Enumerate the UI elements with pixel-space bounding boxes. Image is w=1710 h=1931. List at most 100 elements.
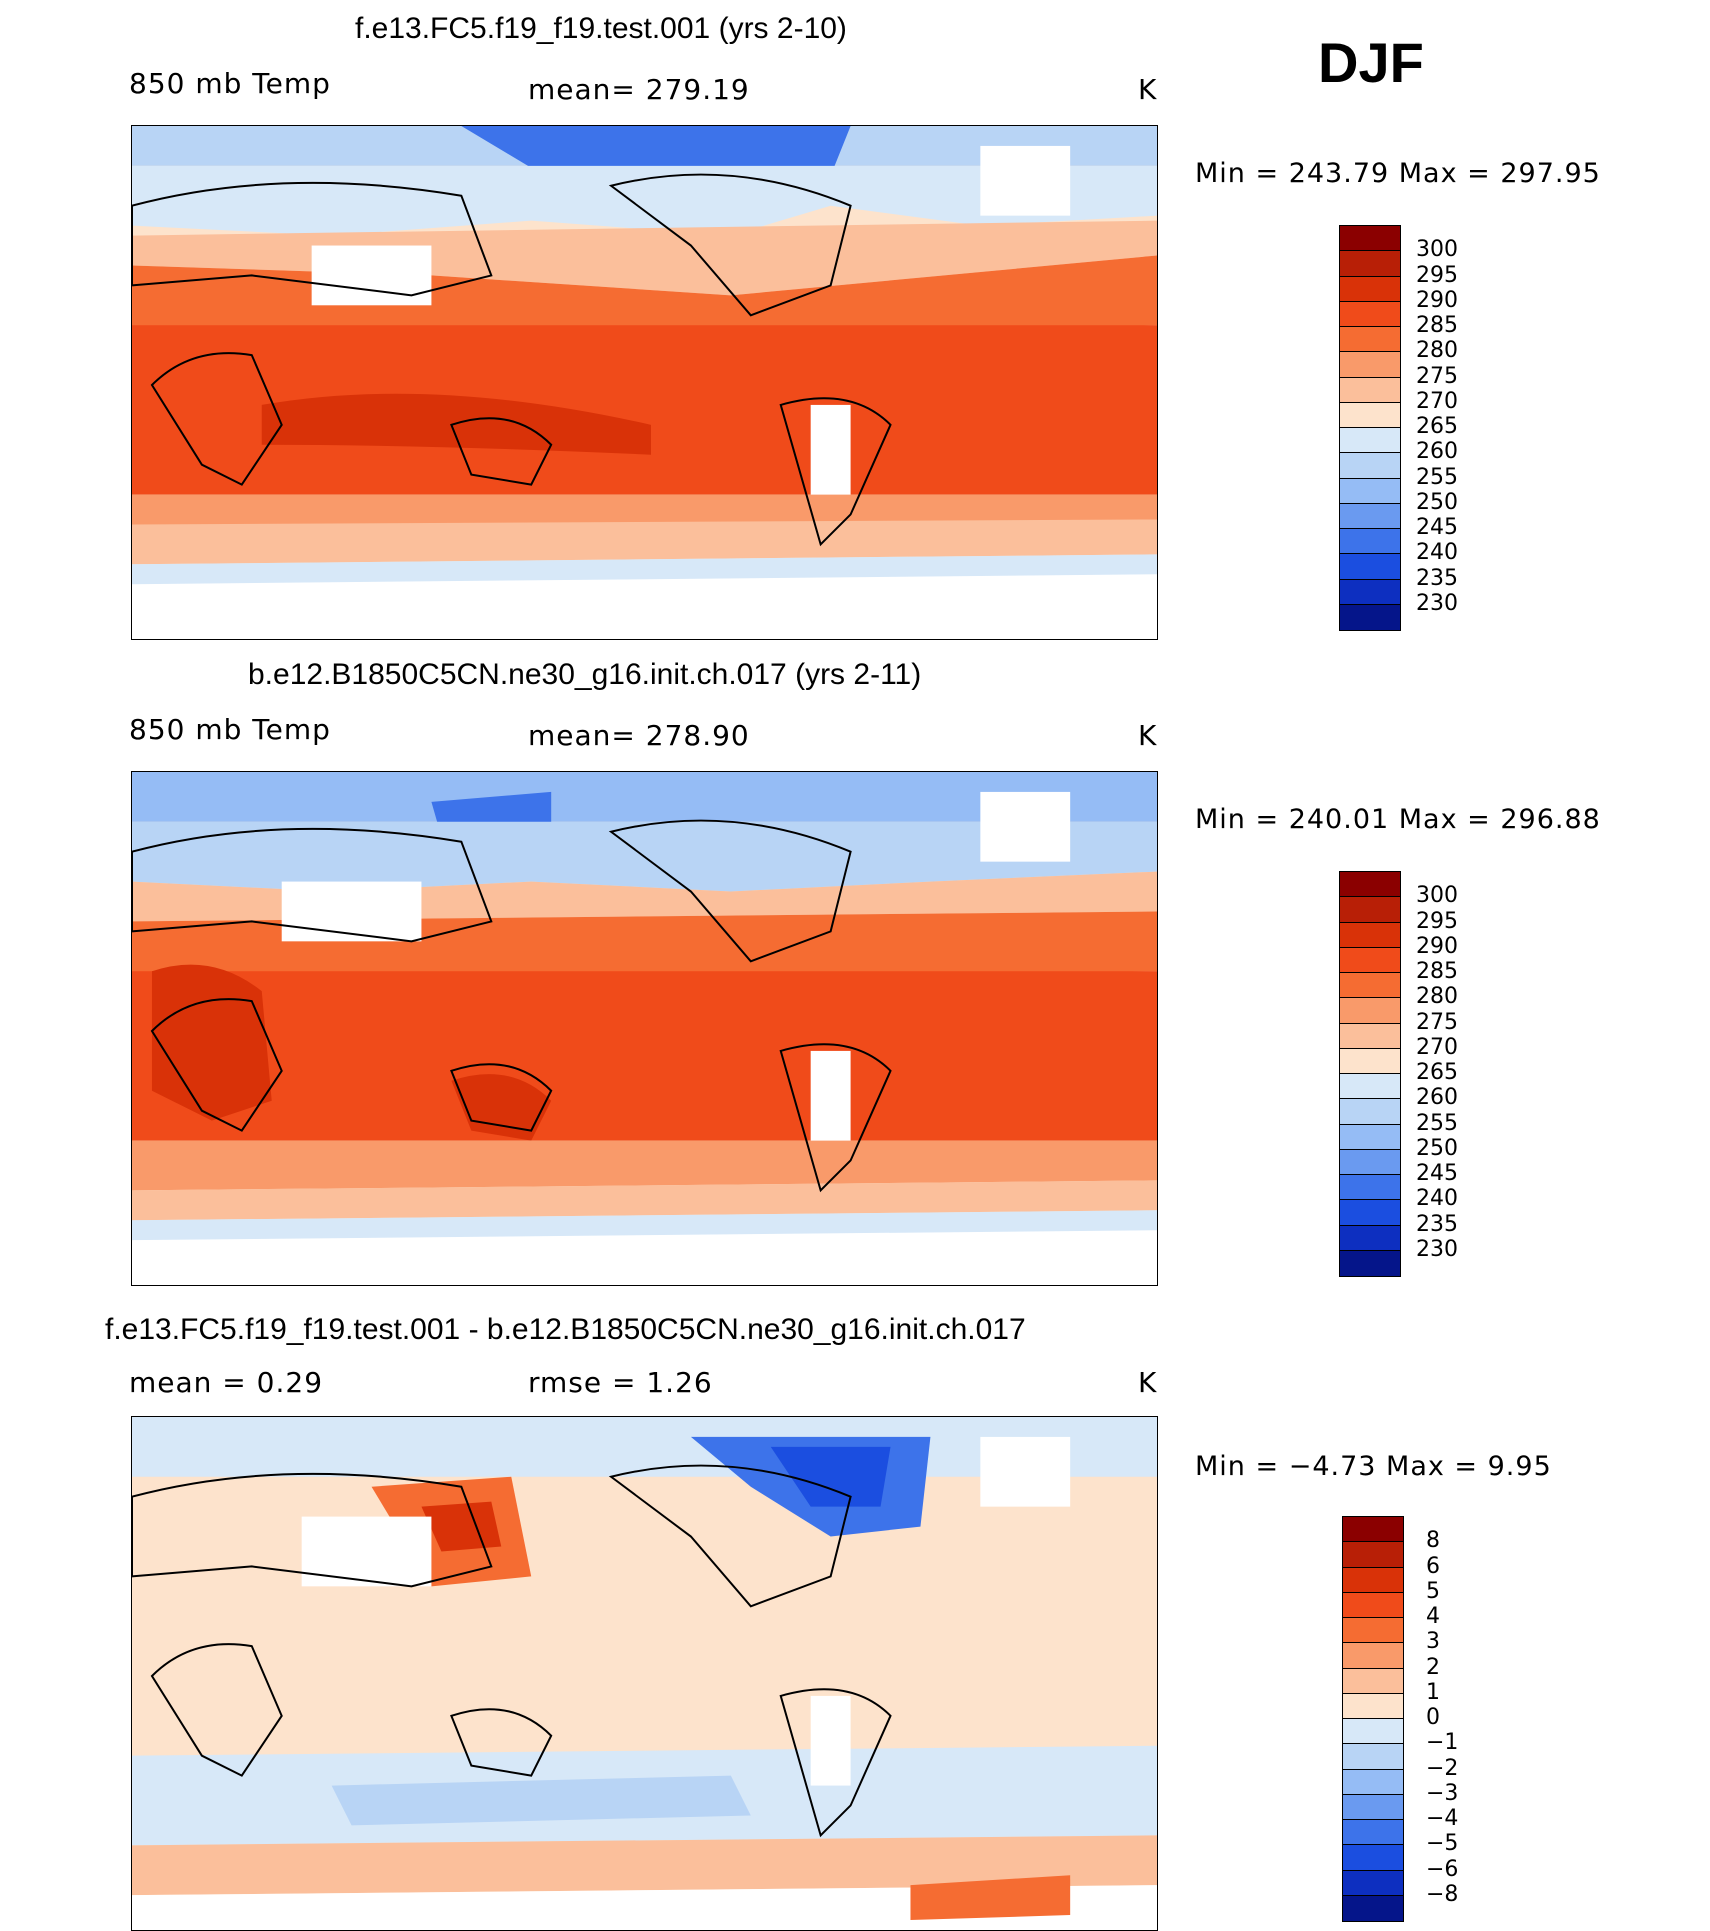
colorbar-tick-label: −3	[1426, 1780, 1459, 1806]
panel3-rmse-label: rmse = 1.26	[528, 1366, 713, 1399]
colorbar-swatch	[1340, 327, 1400, 353]
colorbar-tick-label: 300	[1416, 237, 1458, 263]
colorbar-swatch	[1340, 922, 1400, 948]
colorbar-swatch	[1340, 276, 1400, 302]
colorbar-tick-label: 250	[1416, 1135, 1458, 1161]
colorbar-swatch	[1340, 947, 1400, 973]
colorbar-tick-label: 240	[1416, 540, 1458, 566]
colorbar-swatch	[1340, 973, 1400, 999]
colorbar-tick-label: 3	[1426, 1629, 1440, 1655]
colorbar-swatch	[1343, 1567, 1403, 1593]
colorbar-swatch	[1340, 1074, 1400, 1100]
panel1-title: f.e13.FC5.f19_f19.test.001 (yrs 2-10)	[355, 12, 847, 45]
colorbar-tick-label: 270	[1416, 1034, 1458, 1060]
colorbar-tick-label: 4	[1426, 1604, 1440, 1629]
colorbar-tick-label: 2	[1426, 1654, 1440, 1680]
colorbar-tick-label: 260	[1416, 1085, 1458, 1111]
colorbar-tick-label: 245	[1416, 515, 1458, 540]
colorbar-swatch	[1340, 226, 1400, 252]
north-america-coastline	[608, 819, 852, 963]
south-america-coastline	[779, 1043, 892, 1193]
colorbar-swatch	[1340, 352, 1400, 378]
colorbar-swatch	[1340, 1225, 1400, 1251]
africa-coastline	[150, 352, 283, 486]
colorbar-swatch	[1340, 428, 1400, 454]
colorbar-tick-label: −6	[1426, 1856, 1459, 1882]
colorbar-swatch	[1340, 1048, 1400, 1074]
colorbar-swatch	[1340, 402, 1400, 428]
colorbar-tick-label: 255	[1416, 464, 1458, 490]
south-america-coastline	[779, 397, 892, 547]
colorbar-swatch	[1343, 1693, 1403, 1719]
colorbar-swatch	[1343, 1719, 1403, 1745]
eurasia-coastline	[132, 1472, 493, 1588]
australia-coastline	[450, 417, 553, 486]
colorbar-tick-label: 295	[1416, 262, 1458, 288]
colorbar-tick-label: 230	[1416, 1236, 1458, 1262]
colorbar-swatch	[1340, 529, 1400, 555]
eurasia-coastline	[132, 827, 493, 943]
panel3-units-label: K	[1138, 1366, 1158, 1399]
colorbar-swatch	[1340, 1124, 1400, 1150]
colorbar-tick-label: 270	[1416, 388, 1458, 414]
colorbar-tick-label: 245	[1416, 1161, 1458, 1186]
africa-coastline	[150, 998, 283, 1132]
colorbar-swatch	[1340, 453, 1400, 479]
south-america-coastline	[779, 1688, 892, 1838]
colorbar-swatch	[1343, 1643, 1403, 1669]
colorbar-tick-label: 285	[1416, 959, 1458, 984]
colorbar-swatch	[1343, 1592, 1403, 1618]
panel1-variable-label: 850 mb Temp	[129, 67, 331, 100]
colorbar-tick-label: 5	[1426, 1578, 1440, 1604]
colorbar-tick-label: 1	[1426, 1679, 1440, 1705]
panel3-minmax: Min = −4.73 Max = 9.95	[1195, 1451, 1552, 1482]
panel3-colorbar	[1342, 1516, 1404, 1922]
colorbar-swatch	[1340, 1250, 1400, 1276]
colorbar-swatch	[1340, 554, 1400, 580]
colorbar-tick-label: 240	[1416, 1186, 1458, 1212]
colorbar-tick-label: 290	[1416, 287, 1458, 313]
eurasia-coastline	[132, 181, 493, 297]
colorbar-swatch	[1343, 1517, 1403, 1543]
colorbar-swatch	[1343, 1668, 1403, 1694]
australia-coastline	[450, 1063, 553, 1132]
north-america-coastline	[608, 173, 852, 317]
colorbar-swatch	[1343, 1895, 1403, 1921]
colorbar-tick-label: 230	[1416, 590, 1458, 616]
andes-mask	[810, 1050, 851, 1141]
colorbar-swatch	[1340, 1099, 1400, 1125]
colorbar-swatch	[1340, 579, 1400, 605]
colorbar-tick-label: 300	[1416, 883, 1458, 909]
colorbar-swatch	[1340, 897, 1400, 923]
panel2-minmax: Min = 240.01 Max = 296.88	[1195, 804, 1601, 835]
colorbar-swatch	[1340, 1200, 1400, 1226]
panel2-map	[131, 771, 1158, 1286]
colorbar-tick-label: 265	[1416, 1060, 1458, 1085]
panel2-colorbar	[1339, 871, 1401, 1277]
colorbar-swatch	[1343, 1769, 1403, 1795]
panel3-mean-label: mean = 0.29	[129, 1366, 324, 1399]
colorbar-swatch	[1340, 251, 1400, 277]
colorbar-tick-label: 275	[1416, 363, 1458, 389]
colorbar-tick-label: 6	[1426, 1553, 1440, 1579]
greenland-mask	[980, 1436, 1071, 1507]
panel1-colorbar	[1339, 225, 1401, 631]
africa-coastline	[150, 1643, 283, 1777]
colorbar-swatch	[1340, 301, 1400, 327]
greenland-mask	[980, 145, 1071, 216]
colorbar-tick-label: 8	[1426, 1528, 1440, 1554]
north-america-coastline	[608, 1464, 852, 1608]
panel2-mean-label: mean= 278.90	[528, 719, 750, 752]
colorbar-swatch	[1343, 1618, 1403, 1644]
tibet-mask	[281, 881, 422, 942]
colorbar-tick-label: 285	[1416, 313, 1458, 338]
panel3-map	[131, 1416, 1158, 1931]
colorbar-swatch	[1340, 503, 1400, 529]
colorbar-tick-label: 235	[1416, 1211, 1458, 1237]
panel2-title: b.e12.B1850C5CN.ne30_g16.init.ch.017 (yr…	[248, 658, 922, 691]
colorbar-swatch	[1340, 1023, 1400, 1049]
panel2-variable-label: 850 mb Temp	[129, 713, 331, 746]
colorbar-swatch	[1340, 478, 1400, 504]
colorbar-swatch	[1340, 998, 1400, 1024]
colorbar-tick-label: −1	[1426, 1730, 1459, 1756]
